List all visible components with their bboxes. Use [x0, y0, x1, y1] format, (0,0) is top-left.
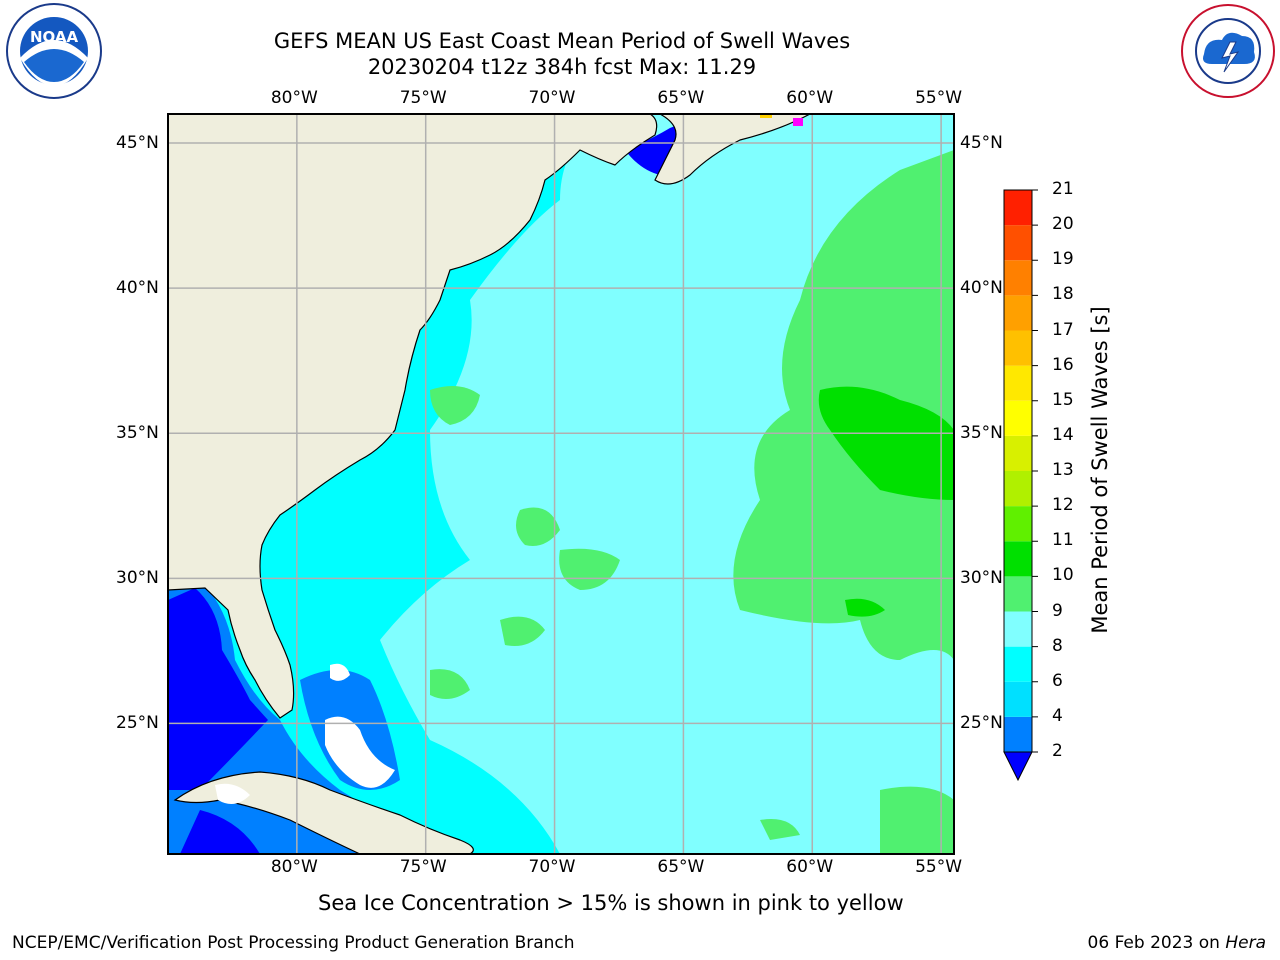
colorbar-bin — [1004, 681, 1032, 717]
swell-field-green — [500, 616, 545, 646]
lat-label-right: 40°N — [960, 278, 1003, 299]
colorbar-label: 16 — [1052, 354, 1074, 375]
colorbar-bin — [1004, 400, 1032, 436]
lat-label-left: 35°N — [116, 423, 159, 444]
colorbar-label: 9 — [1052, 600, 1063, 621]
colorbar-bin — [1004, 190, 1032, 226]
noaa-logo-text: NOAA — [30, 28, 79, 46]
colorbar-label: 12 — [1052, 495, 1074, 516]
colorbar-label: 10 — [1052, 565, 1074, 586]
swell-field-bright-green — [818, 386, 954, 500]
lon-label-bottom: 70°W — [528, 857, 576, 877]
colorbar-bin — [1004, 611, 1032, 647]
colorbar-bin — [1004, 330, 1032, 366]
colorbar-label: 20 — [1052, 214, 1074, 235]
map-frame — [167, 113, 955, 855]
lat-label-left: 30°N — [116, 568, 159, 589]
colorbar-bin — [1004, 225, 1032, 261]
lon-label-top: 60°W — [786, 88, 834, 108]
colorbar-bin — [1004, 260, 1032, 296]
swell-field-deep-blue — [180, 810, 260, 854]
noaa-logo: NOAA — [6, 3, 102, 99]
colorbar-label: 14 — [1052, 424, 1074, 445]
lat-label-left: 25°N — [116, 713, 159, 734]
colorbar-label: 2 — [1052, 741, 1063, 761]
colorbar-title: Mean Period of Swell Waves [s] — [1088, 306, 1112, 634]
footer-credit: NCEP/EMC/Verification Post Processing Pr… — [12, 933, 575, 953]
colorbar-bin — [1004, 646, 1032, 682]
swell-field-green — [430, 669, 470, 699]
lon-label-top: 80°W — [270, 88, 318, 108]
colorbar-bin — [1004, 295, 1032, 331]
colorbar-label: 13 — [1052, 460, 1074, 480]
swell-field-deep-blue — [168, 588, 268, 790]
no-data-area — [325, 716, 395, 788]
colorbar-label: 17 — [1052, 319, 1074, 340]
lat-label-right: 25°N — [960, 713, 1003, 734]
land-nova-scotia — [654, 113, 811, 185]
colorbar-bin — [1004, 716, 1032, 752]
swell-field-deep-blue — [625, 122, 685, 175]
colorbar-label: 21 — [1052, 179, 1074, 199]
lon-label-bottom: 75°W — [399, 857, 447, 877]
lon-label-bottom: 65°W — [657, 857, 705, 877]
swell-field-green — [516, 507, 560, 546]
no-data-area — [330, 663, 350, 681]
colorbar-bin — [1004, 435, 1032, 471]
sea-ice-note: Sea Ice Concentration > 15% is shown in … — [318, 891, 904, 915]
lon-label-bottom: 60°W — [786, 857, 834, 877]
lon-label-bottom: 80°W — [270, 857, 318, 877]
swell-field-green — [430, 386, 480, 425]
graticule — [168, 114, 954, 854]
colorbar-bin — [1004, 365, 1032, 401]
no-data-area — [215, 783, 250, 804]
lat-label-right: 45°N — [960, 133, 1003, 154]
footer-date: 06 Feb 2023 on Hera — [1088, 933, 1266, 953]
colorbar-label: 15 — [1052, 389, 1074, 410]
colorbar-label: 4 — [1052, 705, 1063, 726]
sea-ice-marker — [793, 118, 803, 126]
colorbar — [1003, 189, 1038, 782]
lat-label-left: 45°N — [116, 133, 159, 154]
swell-field-green — [880, 786, 954, 854]
lon-label-top: 65°W — [657, 88, 705, 108]
nws-logo — [1181, 4, 1275, 98]
lon-label-bottom: 55°W — [915, 857, 963, 877]
colorbar-label: 18 — [1052, 284, 1074, 305]
colorbar-label: 8 — [1052, 635, 1063, 656]
footer-machine: Hera — [1225, 933, 1266, 953]
colorbar-bin — [1004, 471, 1032, 507]
colorbar-under-arrow — [1003, 751, 1033, 782]
lat-label-right: 35°N — [960, 423, 1003, 444]
lon-label-top: 70°W — [528, 88, 576, 108]
colorbar-bin — [1004, 506, 1032, 542]
colorbar-bin — [1004, 541, 1032, 577]
swell-field-green — [559, 548, 620, 590]
swell-field-green — [760, 819, 800, 840]
colorbar-label: 6 — [1052, 670, 1063, 691]
chart-subtitle-run: 20230204 t12z 384h fcst Max: 11.29 — [367, 55, 757, 79]
swell-field-bright-green — [845, 598, 885, 617]
lat-label-left: 40°N — [116, 278, 159, 299]
land-cuba — [173, 771, 474, 855]
lon-label-top: 75°W — [399, 88, 447, 108]
sea-ice-marker — [760, 114, 772, 118]
footer-date-text: 06 Feb 2023 on — [1087, 933, 1220, 953]
lon-label-top: 55°W — [915, 88, 963, 108]
chart-title: GEFS MEAN US East Coast Mean Period of S… — [273, 29, 851, 53]
colorbar-label: 11 — [1052, 530, 1074, 551]
colorbar-bin — [1004, 576, 1032, 612]
colorbar-label: 19 — [1052, 249, 1074, 270]
lat-label-right: 30°N — [960, 568, 1003, 589]
